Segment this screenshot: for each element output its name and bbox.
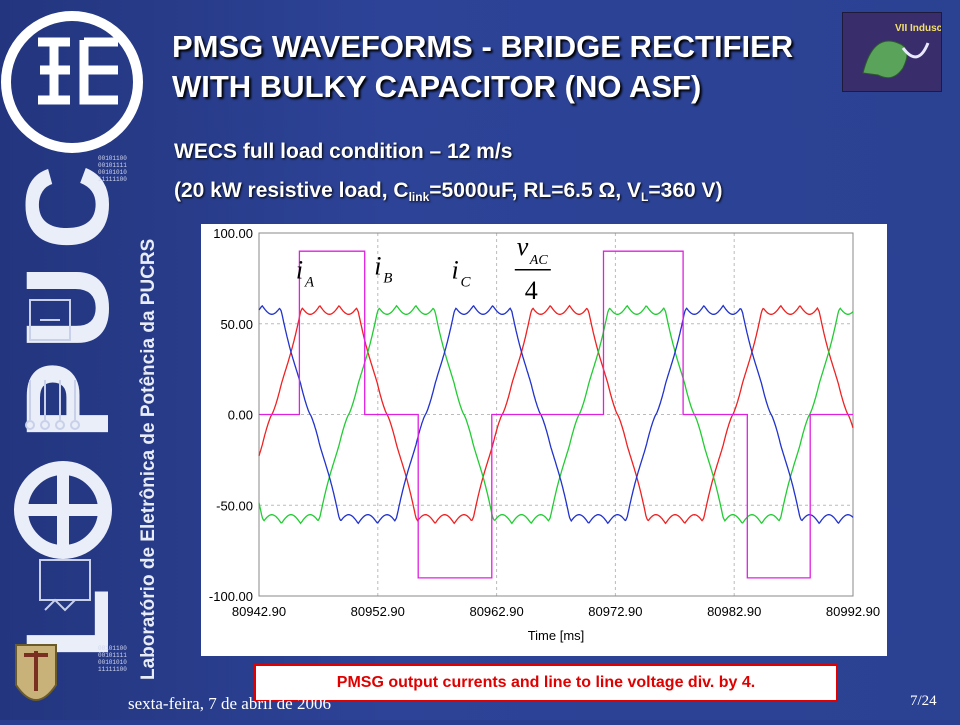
y-tick-label: 50.00	[220, 317, 253, 332]
binary-line: 00101010	[98, 169, 127, 176]
subtitle-subscript: L	[641, 190, 649, 204]
annotation-current-label: i	[374, 252, 381, 281]
footer-date: sexta-feira, 7 de abril de 2006	[128, 694, 331, 713]
circuit-decoration	[25, 299, 91, 612]
annotation-voltage-denominator: 4	[525, 276, 538, 305]
logo-letter-u: U	[2, 265, 134, 350]
series-line-iB	[258, 304, 854, 525]
y-tick-label: 0.00	[228, 408, 253, 423]
subtitle-line2: (20 kW resistive load, Clink=5000uF, RL=…	[174, 179, 723, 204]
subtitle-subscript: link	[408, 190, 430, 204]
y-tick-label: 100.00	[213, 226, 253, 241]
annotation-current-subscript: C	[460, 274, 471, 290]
subtitle-part: =5000uF, RL=6.5 Ω, V	[429, 179, 642, 202]
logo-letter-c: C	[2, 165, 134, 250]
subtitle-part: (20 kW resistive load, C	[174, 179, 409, 202]
logo-circle	[1, 11, 143, 153]
lab-name: Laboratório de Eletrônica de Potência da…	[138, 238, 159, 680]
binary-line: 00101100	[98, 645, 127, 652]
annotation-voltage-subscript: AC	[529, 253, 549, 268]
annotation-current-subscript: A	[304, 274, 315, 290]
x-tick-label: 80952.90	[351, 604, 405, 619]
conference-logo: VII Induscon 2006	[842, 12, 960, 92]
annotation-current-subscript: B	[383, 271, 392, 287]
page-number: 7/24	[910, 693, 937, 709]
y-tick-label: -100.00	[209, 589, 253, 604]
binary-line: 00101100	[98, 155, 127, 162]
slide-title-line1: PMSG WAVEFORMS - BRIDGE RECTIFIER	[172, 29, 794, 64]
logo-letter-p: P	[2, 361, 134, 440]
annotation-current-label: i	[451, 255, 458, 284]
x-tick-label: 80972.90	[588, 604, 642, 619]
logo-letters: L P U C	[2, 165, 134, 660]
series-line-iC	[258, 304, 854, 525]
x-tick-label: 80962.90	[469, 604, 523, 619]
conference-logo-text: VII Induscon 2006	[895, 23, 941, 34]
slide-title-line2: WITH BULKY CAPACITOR (NO ASF)	[172, 69, 702, 104]
logo-letter-e-cross	[21, 468, 105, 552]
x-tick-label: 80992.90	[826, 604, 880, 619]
subtitle-line1: WECS full load condition – 12 m/s	[174, 140, 513, 163]
binary-line: 11111100	[98, 666, 127, 673]
binary-line: 00101111	[98, 652, 127, 659]
series-line-iA	[258, 304, 854, 525]
lepuc-logo: L P U C 00101100 00101111 00101010 11111…	[0, 0, 160, 720]
pucrs-crest	[15, 644, 57, 701]
conference-logo-graphic: VII Induscon 2006	[862, 23, 960, 79]
logo-glyph	[38, 37, 118, 105]
binary-line: 00101111	[98, 162, 127, 169]
waveform-chart: 80942.90 80952.90 80962.90 80972.90 80982.90…	[201, 224, 887, 656]
binary-line: 00101010	[98, 659, 127, 666]
binary-line: 11111100	[98, 176, 127, 183]
lepuc-logo-graphic: L P U C 00101100 00101111 00101010 11111…	[1, 11, 143, 701]
x-tick-label: 80982.90	[707, 604, 761, 619]
subtitle-part: =360 V)	[648, 179, 723, 202]
x-tick-label: 80942.90	[232, 604, 286, 619]
waveform-chart-svg: 80942.90 80952.90 80962.90 80972.90 80982.90…	[209, 226, 880, 643]
annotation-voltage-numerator: v	[517, 232, 529, 261]
series-line-vac	[259, 250, 853, 579]
figure-caption: PMSG output currents and line to line vo…	[254, 664, 838, 702]
annotation-current-label: i	[296, 255, 303, 284]
binary-column: 00101100 00101111 00101010 11111100 0010…	[98, 155, 127, 673]
x-axis-label: Time [ms]	[528, 628, 585, 643]
y-tick-label: -50.00	[216, 498, 253, 513]
